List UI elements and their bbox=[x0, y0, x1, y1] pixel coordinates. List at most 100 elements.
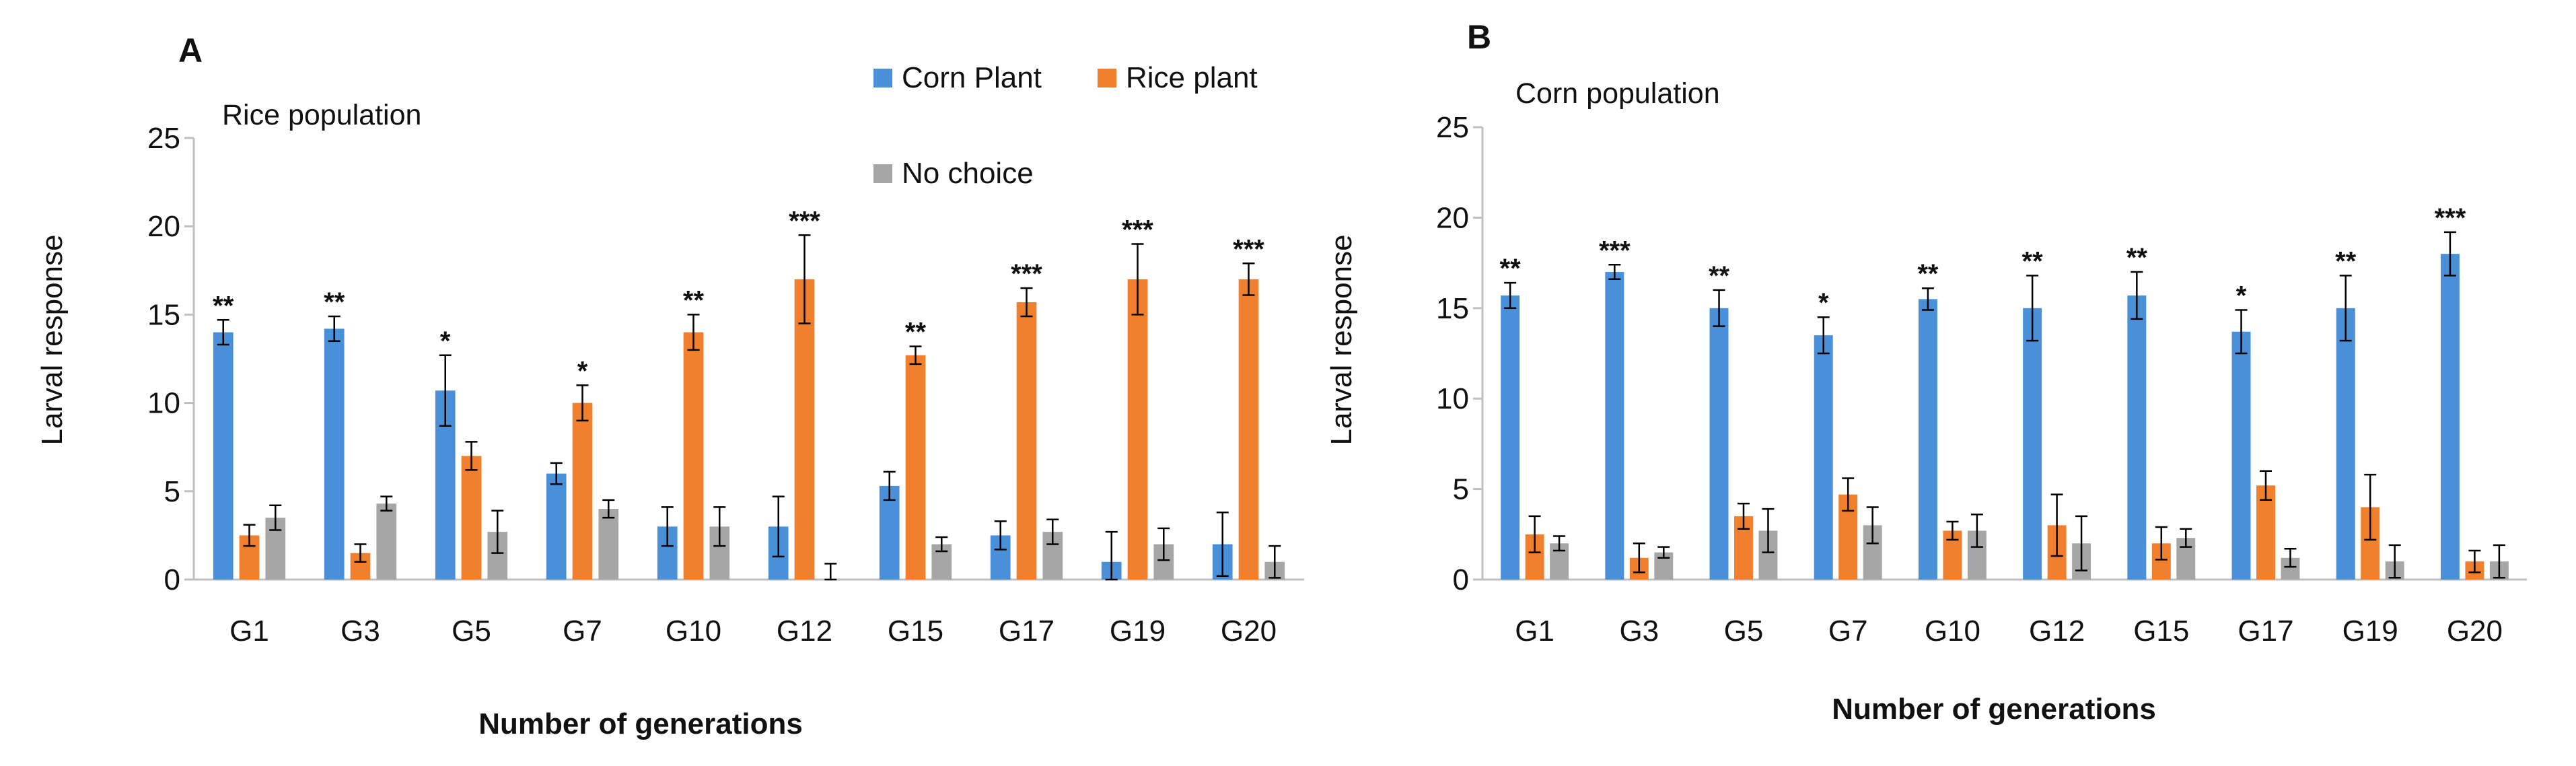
panel-a-bar-no-choice-g7 bbox=[598, 509, 619, 580]
panel-a-error-bar-no-choice-g3 bbox=[380, 495, 393, 512]
panel-b-y-tick-label: 20 bbox=[1436, 201, 1469, 234]
panel-b-bar-corn-plant-g15 bbox=[2127, 295, 2147, 580]
panel-a-error-bar-rice-plant-g7 bbox=[576, 384, 589, 422]
panel-b-error-bar-corn-plant-g12 bbox=[2026, 275, 2039, 342]
panel-a-significance-label: * bbox=[440, 326, 451, 356]
panel-a-error-bar-corn-plant-g7 bbox=[550, 462, 563, 485]
panel-b-error-bar-corn-plant-g1 bbox=[1504, 281, 1517, 310]
panel-b-error-bar-no-choice-g3 bbox=[1657, 546, 1670, 559]
panel-b-y-tick-label: 5 bbox=[1453, 473, 1469, 506]
panel-b-bar-corn-plant-g5 bbox=[1709, 308, 1729, 580]
panel-a-y-tick-label: 25 bbox=[147, 122, 180, 155]
panel-b-x-tick-label: G12 bbox=[2029, 615, 2085, 648]
panel-a-error-bar-corn-plant-g10 bbox=[661, 506, 674, 547]
panel-b-bar-corn-plant-g19 bbox=[2336, 308, 2355, 580]
panel-a-error-bar-no-choice-g5 bbox=[491, 510, 504, 554]
panel-b-x-tick-label: G1 bbox=[1515, 615, 1554, 648]
panel-b-bar-corn-plant-g20 bbox=[2440, 254, 2460, 580]
panel-b-y-tick-label: 15 bbox=[1436, 292, 1469, 325]
panel-b-error-bar-rice-plant-g1 bbox=[1528, 515, 1541, 553]
panel-b-title: Corn population bbox=[1515, 77, 1720, 110]
panel-b-error-bar-no-choice-g17 bbox=[2284, 548, 2297, 568]
panel-a-x-tick-label: G1 bbox=[229, 615, 269, 648]
panel-b-bar-corn-plant-g7 bbox=[1814, 335, 1833, 580]
panel-a-error-bar-no-choice-g15 bbox=[935, 536, 948, 553]
panel-b-error-bar-corn-plant-g5 bbox=[1713, 289, 1725, 327]
panel-b-significance-label: ** bbox=[1500, 254, 1522, 283]
panel-a-significance-label: ** bbox=[324, 287, 345, 317]
panel-a-bar-rice-plant-g12 bbox=[794, 279, 815, 580]
panel-b-error-bar-corn-plant-g7 bbox=[1817, 316, 1830, 355]
panel-a-bar-corn-plant-g15 bbox=[879, 485, 900, 580]
panel-a-y-tick-label: 20 bbox=[147, 210, 180, 243]
legend-item-rice-plant: Rice plant bbox=[1098, 61, 1258, 94]
panel-a-error-bar-rice-plant-g1 bbox=[243, 524, 256, 547]
panel-b-x-tick-label: G10 bbox=[1925, 615, 1980, 648]
legend-label-corn-plant: Corn Plant bbox=[902, 61, 1042, 94]
panel-a-error-bar-corn-plant-g12 bbox=[772, 495, 785, 558]
legend-label-no-choice: No choice bbox=[902, 157, 1034, 190]
panel-b-x-axis-title: Number of generations bbox=[1832, 693, 2156, 726]
panel-b-bar-corn-plant-g1 bbox=[1501, 295, 1520, 580]
panel-a-x-tick-label: G10 bbox=[666, 615, 721, 648]
panel-a-bar-corn-plant-g3 bbox=[324, 328, 345, 580]
panel-a-bar-rice-plant-g20 bbox=[1238, 279, 1259, 580]
panel-letter-a: A bbox=[178, 32, 203, 69]
panel-b-error-bar-no-choice-g20 bbox=[2493, 544, 2505, 579]
panel-a-error-bar-corn-plant-g20 bbox=[1216, 512, 1229, 578]
legend-item-no-choice: No choice bbox=[873, 157, 1034, 190]
panel-b-significance-label: ** bbox=[2126, 243, 2148, 273]
panel-b-error-bar-corn-plant-g17 bbox=[2235, 309, 2248, 355]
panel-a-error-bar-corn-plant-g3 bbox=[328, 315, 341, 343]
panel-a-error-bar-rice-plant-g12 bbox=[798, 234, 811, 324]
panel-a-significance-label: ** bbox=[683, 285, 705, 315]
panel-b-bar-corn-plant-g12 bbox=[2023, 308, 2042, 580]
panel-a-bar-rice-plant-g5 bbox=[461, 456, 482, 580]
panel-b-y-axis-title: Larval response bbox=[1325, 234, 1358, 445]
panel-a-error-bar-no-choice-g10 bbox=[713, 506, 726, 547]
panel-a-error-bar-corn-plant-g15 bbox=[883, 471, 896, 501]
panel-b-x-tick-label: G5 bbox=[1724, 615, 1764, 648]
panel-a-error-bar-rice-plant-g19 bbox=[1131, 243, 1144, 316]
panel-a-error-bar-no-choice-g19 bbox=[1157, 527, 1170, 561]
panel-b-x-tick-label: G20 bbox=[2447, 615, 2503, 648]
panel-b-error-bar-no-choice-g12 bbox=[2075, 515, 2088, 571]
panel-a-error-bar-rice-plant-g5 bbox=[465, 441, 478, 471]
panel-b: B Corn population Larval response Number… bbox=[1325, 18, 2527, 726]
panel-a-x-tick-label: G15 bbox=[888, 615, 943, 648]
panel-a-x-tick-label: G19 bbox=[1110, 615, 1166, 648]
panel-b-error-bar-rice-plant-g3 bbox=[1633, 542, 1645, 573]
panel-a-x-tick-label: G3 bbox=[341, 615, 380, 648]
panel-a-error-bar-rice-plant-g3 bbox=[354, 543, 367, 563]
panel-a-title: Rice population bbox=[222, 99, 421, 131]
panel-a-x-tick-label: G17 bbox=[999, 615, 1054, 648]
panel-a-significance-label: *** bbox=[1011, 259, 1042, 289]
panel-b-x-tick-label: G17 bbox=[2238, 615, 2293, 648]
panel-a-y-tick-label: 0 bbox=[164, 563, 180, 596]
panel-b-error-bar-corn-plant-g10 bbox=[1921, 287, 1934, 311]
panel-a-x-tick-label: G5 bbox=[452, 615, 491, 648]
panel-a-error-bar-rice-plant-g10 bbox=[687, 314, 700, 351]
panel-a-significance-label: *** bbox=[789, 206, 820, 236]
panel-a-x-tick-label: G7 bbox=[563, 615, 602, 648]
panel-b-significance-label: ** bbox=[2335, 246, 2357, 276]
legend-item-corn-plant: Corn Plant bbox=[873, 61, 1042, 94]
panel-a-error-bar-no-choice-g12 bbox=[824, 563, 837, 581]
panel-b-significance-label: * bbox=[1818, 288, 1829, 318]
panel-b-error-bar-no-choice-g15 bbox=[2180, 528, 2192, 548]
panel-a-significance-label: *** bbox=[1233, 234, 1264, 264]
panel-a-error-bar-no-choice-g7 bbox=[602, 499, 615, 519]
legend-swatch-no-choice bbox=[873, 164, 892, 183]
panel-a-bar-rice-plant-g19 bbox=[1127, 279, 1148, 580]
legend-swatch-rice-plant bbox=[1098, 69, 1116, 88]
panel-b-error-bar-corn-plant-g20 bbox=[2443, 231, 2456, 277]
panel-letter-b: B bbox=[1467, 18, 1491, 56]
panel-b-bar-corn-plant-g3 bbox=[1605, 272, 1624, 580]
panel-a-bar-corn-plant-g7 bbox=[546, 473, 567, 580]
panel-a-error-bar-corn-plant-g19 bbox=[1105, 530, 1118, 581]
panel-b-bar-rice-plant-g17 bbox=[2256, 485, 2275, 580]
panel-b-y-tick-label: 10 bbox=[1436, 382, 1469, 415]
panel-a-error-bar-rice-plant-g17 bbox=[1020, 287, 1033, 318]
panel-a-y-tick-label: 15 bbox=[147, 298, 180, 331]
